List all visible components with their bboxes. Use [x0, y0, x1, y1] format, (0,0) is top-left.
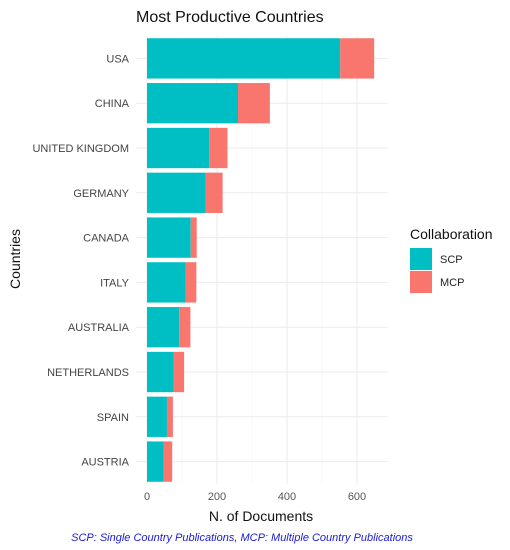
category-label: CANADA — [83, 233, 130, 245]
category-labels: USA CHINA UNITED KINGDOM GERMANY CANADA ITALY… — [32, 53, 129, 468]
category-label: UNITED KINGDOM — [32, 143, 129, 155]
legend-label-scp: SCP — [440, 254, 463, 266]
x-axis-title: N. of Documents — [209, 508, 313, 524]
x-tick-label: 600 — [348, 491, 366, 503]
y-axis-title: Countries — [7, 229, 23, 289]
x-tick-label: 400 — [278, 491, 296, 503]
bar-mcp-australia — [179, 307, 191, 348]
x-tick-label: 200 — [208, 491, 226, 503]
bars — [147, 38, 375, 482]
bar-mcp-netherlands — [173, 351, 185, 393]
legend: Collaboration SCP MCP — [410, 226, 493, 293]
bar-scp-usa — [147, 38, 341, 79]
bar-mcp-canada — [190, 217, 197, 258]
bar-scp-australia — [147, 307, 180, 348]
bar-scp-china — [147, 83, 238, 124]
bar-mcp-germany — [205, 172, 223, 213]
legend-key-mcp — [410, 271, 432, 293]
bar-scp-germany — [147, 172, 206, 213]
bar-scp-italy — [147, 262, 186, 303]
category-label: ITALY — [100, 277, 130, 289]
category-label: AUSTRALIA — [68, 322, 130, 334]
category-label: GERMANY — [73, 188, 129, 200]
x-tick-label: 0 — [144, 491, 150, 503]
bar-mcp-spain — [166, 396, 173, 437]
bar-mcp-united-kingdom — [209, 127, 228, 169]
bar-scp-spain — [147, 396, 167, 437]
category-label: CHINA — [95, 98, 130, 110]
category-label: AUSTRIA — [81, 457, 129, 469]
bar-mcp-usa — [340, 38, 375, 79]
chart-title: Most Productive Countries — [136, 9, 324, 26]
x-tick-labels: 0 200 400 600 — [144, 491, 366, 503]
legend-title: Collaboration — [410, 226, 493, 242]
bar-mcp-china — [238, 83, 270, 124]
bar-mcp-austria — [163, 441, 173, 482]
bar-mcp-italy — [185, 262, 197, 303]
legend-label-mcp: MCP — [440, 277, 464, 289]
bar-scp-netherlands — [147, 351, 174, 393]
category-label: USA — [106, 53, 129, 65]
legend-key-scp — [410, 248, 432, 270]
caption: SCP: Single Country Publications, MCP: M… — [71, 532, 413, 544]
category-label: SPAIN — [97, 412, 129, 424]
bar-scp-united-kingdom — [147, 127, 210, 169]
bar-scp-canada — [147, 217, 191, 258]
bar-scp-austria — [147, 441, 164, 482]
category-label: NETHERLANDS — [47, 367, 129, 379]
